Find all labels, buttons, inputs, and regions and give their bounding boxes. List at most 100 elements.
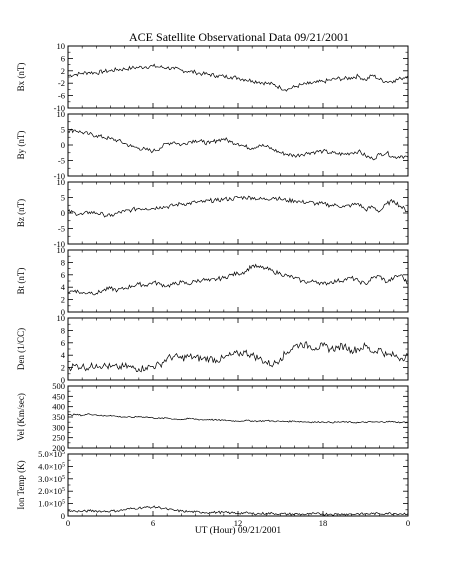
data-point: [195, 357, 196, 359]
data-point: [350, 513, 352, 515]
y-tick-label: 2: [61, 295, 65, 305]
data-point: [329, 513, 331, 515]
y-tick-label: -10: [54, 171, 65, 181]
data-point: [265, 198, 267, 200]
data-point: [372, 513, 373, 514]
data-point: [372, 158, 373, 160]
data-point: [350, 421, 352, 423]
y-tick-label: 0: [61, 140, 65, 150]
data-point: [74, 74, 76, 75]
data-point: [81, 414, 83, 416]
data-point: [88, 413, 90, 415]
data-point: [237, 77, 239, 79]
data-point: [315, 347, 317, 349]
data-point: [81, 214, 83, 215]
data-point: [379, 275, 381, 277]
y-tick-label: 10: [57, 109, 66, 119]
y-tick-label: 8: [61, 325, 65, 335]
data-point: [407, 75, 409, 76]
data-point: [103, 365, 104, 367]
data-point: [400, 357, 402, 359]
data-point: [216, 278, 218, 280]
data-point: [209, 280, 211, 282]
data-point: [88, 510, 90, 512]
y-axis-label: Bt (nT): [16, 268, 26, 295]
data-point: [365, 155, 366, 157]
y-tick-label: 6: [61, 53, 65, 63]
data-point: [138, 416, 140, 417]
y-tick-label: 8: [61, 257, 65, 267]
data-point: [358, 422, 359, 423]
data-point: [180, 69, 182, 71]
data-point: [103, 510, 104, 512]
data-point: [258, 266, 260, 268]
data-point: [88, 211, 90, 213]
data-point: [67, 75, 69, 76]
data-point: [294, 200, 296, 202]
data-point: [188, 141, 189, 143]
data-point: [343, 421, 345, 423]
data-point: [273, 84, 274, 85]
data-point: [173, 204, 175, 206]
data-point: [294, 155, 296, 157]
data-point: [124, 416, 126, 418]
data-point: [308, 281, 310, 283]
data-point: [329, 348, 331, 350]
data-point: [110, 510, 111, 512]
data-point: [251, 197, 253, 198]
data-point: [131, 508, 133, 509]
data-point: [152, 150, 154, 152]
data-point: [209, 143, 211, 144]
data-point: [180, 203, 182, 205]
y-tick-label: -5: [58, 156, 65, 166]
data-point: [74, 129, 76, 131]
data-point: [166, 508, 168, 510]
data-point: [393, 157, 395, 158]
data-point: [329, 421, 331, 423]
y-axis-label: Bx (nT): [16, 63, 26, 92]
y-tick-label: 4: [61, 350, 66, 360]
data-point: [315, 203, 317, 205]
y-tick-label: -2: [58, 78, 65, 88]
data-point: [273, 197, 274, 198]
data-point: [308, 421, 310, 423]
data-point: [138, 207, 140, 209]
y-axis-label: Bz (nT): [16, 199, 26, 227]
data-point: [379, 153, 381, 155]
data-point: [223, 198, 225, 200]
data-point: [188, 418, 189, 420]
data-point: [216, 419, 218, 421]
y-tick-label: 0: [61, 375, 65, 385]
data-point: [180, 419, 182, 420]
data-point: [223, 357, 225, 359]
y-tick-label: 10: [57, 41, 66, 51]
data-point: [251, 513, 253, 514]
data-point: [103, 136, 104, 138]
data-point: [145, 66, 147, 68]
x-tick-label: 12: [234, 518, 243, 528]
data-point: [230, 198, 232, 200]
data-point: [223, 419, 225, 421]
data-point: [280, 420, 281, 422]
data-point: [81, 72, 83, 74]
y-tick-label: 500: [52, 381, 65, 391]
data-point: [117, 416, 118, 417]
y-tick-label: 6: [61, 270, 65, 280]
data-point: [393, 354, 395, 356]
x-tick-label: 0: [66, 518, 70, 528]
y-axis-label: Den (1/CC): [16, 328, 26, 370]
data-point: [74, 212, 76, 214]
data-point: [103, 415, 104, 417]
data-point: [322, 150, 324, 152]
panel-3: 10 5 0 -5 -10 Bz (nT): [16, 177, 409, 249]
data-point: [145, 284, 147, 286]
data-point: [188, 71, 189, 72]
data-point: [188, 511, 189, 513]
data-point: [336, 421, 338, 423]
data-point: [195, 280, 196, 282]
data-point: [400, 513, 402, 515]
data-point: [159, 507, 161, 508]
data-point: [350, 349, 352, 351]
data-point: [294, 345, 296, 347]
data-point: [308, 513, 310, 515]
